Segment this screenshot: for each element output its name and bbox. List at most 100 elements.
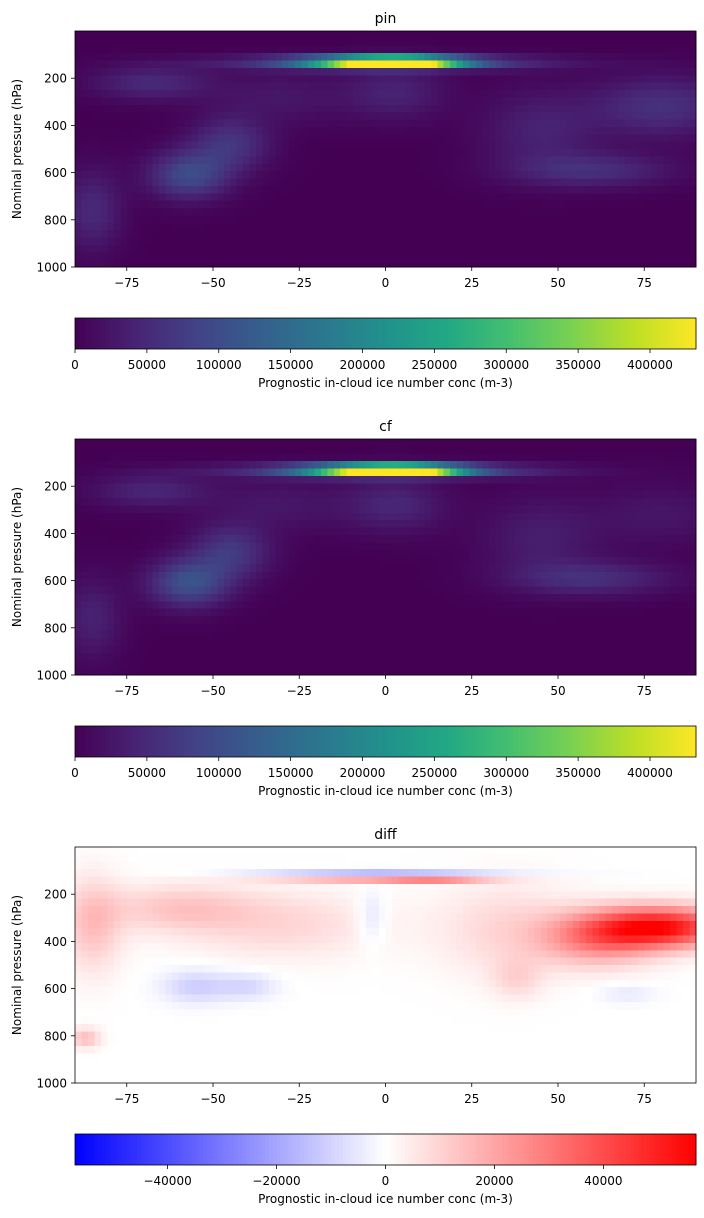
heatmap-cell (553, 527, 561, 536)
heatmap-cell (424, 90, 432, 98)
heatmap-cell (566, 446, 574, 455)
heatmap-cell (204, 230, 212, 239)
heatmap-cell (307, 45, 315, 54)
heatmap-cell (152, 149, 160, 157)
heatmap-cell (262, 149, 270, 157)
heatmap-cell (579, 104, 587, 113)
heatmap-cell (236, 163, 244, 172)
heatmap-cell (547, 446, 555, 455)
heatmap-cell (353, 53, 361, 62)
heatmap-cell (320, 193, 328, 202)
heatmap-cell (133, 453, 141, 462)
heatmap-cell (333, 512, 341, 521)
heatmap-cell (592, 104, 600, 113)
heatmap-cell (333, 90, 341, 98)
heatmap-cell (210, 215, 218, 224)
heatmap-cell (178, 119, 186, 128)
heatmap-cell (249, 134, 257, 143)
heatmap-cell (573, 490, 581, 499)
heatmap-cell (657, 60, 665, 69)
heatmap-cell (404, 542, 412, 551)
heatmap-cell (514, 178, 522, 187)
heatmap-cell (676, 90, 684, 98)
colorbar-segment (222, 318, 227, 349)
heatmap-cell (508, 208, 516, 216)
heatmap-cell (359, 90, 367, 98)
heatmap-cell (159, 446, 167, 455)
heatmap-cell (353, 542, 361, 551)
heatmap-cell (288, 505, 296, 514)
heatmap-cell (689, 82, 697, 91)
heatmap-cell (294, 90, 303, 98)
heatmap-cell (269, 483, 277, 492)
heatmap-cell (353, 215, 361, 224)
heatmap-cell (262, 178, 270, 187)
heatmap-cell (404, 185, 412, 194)
heatmap-cell (184, 171, 193, 180)
heatmap-cell (165, 534, 173, 543)
heatmap-cell (94, 505, 102, 514)
heatmap-cell (301, 512, 309, 521)
heatmap-cell (598, 446, 607, 455)
heatmap-cell (450, 31, 458, 39)
heatmap-cell (560, 549, 568, 558)
heatmap-cell (683, 446, 691, 455)
heatmap-cell (501, 75, 510, 84)
heatmap-cell (476, 475, 484, 484)
heatmap-cell (333, 259, 341, 268)
heatmap-cell (598, 163, 607, 172)
heatmap-cell (94, 112, 102, 121)
heatmap-cell (527, 461, 535, 470)
heatmap-cell (547, 60, 555, 69)
heatmap-cell (275, 200, 283, 209)
heatmap-cell (573, 90, 581, 98)
heatmap-cell (398, 468, 406, 477)
heatmap-cell (540, 215, 548, 224)
heatmap-cell (430, 527, 438, 536)
heatmap-cell (159, 490, 167, 499)
heatmap-cell (579, 97, 587, 106)
heatmap-cell (443, 163, 451, 172)
heatmap-cell (340, 215, 348, 224)
heatmap-cell (501, 520, 510, 529)
heatmap-cell (133, 244, 141, 253)
heatmap-cell (683, 222, 691, 231)
heatmap-cell (75, 237, 83, 246)
heatmap-cell (249, 104, 257, 113)
heatmap-cell (288, 149, 296, 157)
heatmap-cell (210, 453, 218, 462)
heatmap-cell (282, 112, 290, 121)
heatmap-cell (508, 53, 516, 62)
heatmap-cell (346, 498, 354, 506)
heatmap-cell (592, 67, 600, 76)
heatmap-cell (87, 439, 96, 447)
heatmap-cell (320, 252, 328, 261)
heatmap-cell (553, 520, 561, 529)
heatmap-cell (644, 244, 652, 253)
heatmap-cell (340, 134, 348, 143)
heatmap-cell (404, 505, 412, 514)
heatmap-cell (275, 461, 283, 470)
heatmap-cell (133, 252, 141, 261)
heatmap-cell (210, 45, 218, 54)
heatmap-cell (217, 446, 225, 455)
heatmap-cell (379, 498, 387, 506)
colorbar-segment (117, 318, 123, 349)
colorbar-segment (435, 318, 441, 349)
heatmap-cell (670, 475, 678, 484)
heatmap-cell (184, 134, 193, 143)
heatmap-cell (81, 38, 89, 47)
heatmap-cell (210, 542, 218, 551)
heatmap-cell (184, 82, 193, 91)
heatmap-cell (126, 185, 134, 194)
heatmap-cell (508, 104, 516, 113)
heatmap-cell (566, 75, 574, 84)
heatmap-cell (417, 156, 425, 165)
heatmap-cell (670, 119, 678, 128)
heatmap-cell (391, 134, 400, 143)
heatmap-cell (249, 446, 257, 455)
heatmap-cell (637, 97, 645, 106)
heatmap-cell (230, 461, 238, 470)
heatmap-cell (353, 104, 361, 113)
heatmap-cell (573, 171, 581, 180)
